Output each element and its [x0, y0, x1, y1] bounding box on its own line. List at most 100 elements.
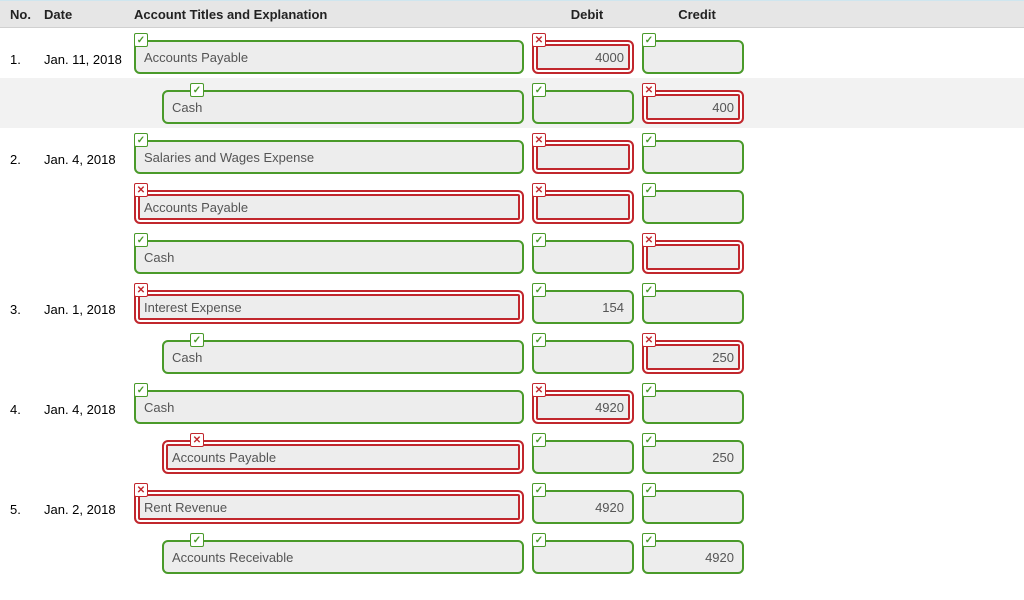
credit-input[interactable] [644, 392, 742, 422]
credit-input[interactable] [644, 542, 742, 572]
cross-icon: ✕ [642, 333, 656, 347]
row-number [0, 330, 44, 352]
debit-field: ✓ [532, 90, 634, 124]
credit-input[interactable] [644, 292, 742, 322]
debit-input[interactable] [534, 192, 632, 222]
header-date: Date [44, 7, 134, 22]
column-header-row: No. Date Account Titles and Explanation … [0, 0, 1024, 28]
debit-input[interactable] [534, 92, 632, 122]
account-title-input[interactable] [136, 392, 522, 422]
row-date [44, 80, 134, 102]
journal-row: 4.Jan. 4, 2018✓✕✓ [0, 378, 1024, 428]
check-icon: ✓ [532, 433, 546, 447]
row-date [44, 430, 134, 452]
row-date: Jan. 4, 2018 [44, 380, 134, 417]
debit-field: ✕ [532, 140, 634, 174]
account-title-input[interactable] [164, 442, 522, 472]
check-icon: ✓ [642, 33, 656, 47]
account-title-input[interactable] [136, 492, 522, 522]
debit-input[interactable] [534, 242, 632, 272]
account-title-input[interactable] [164, 542, 522, 572]
account-title-field: ✓ [134, 390, 524, 424]
credit-field: ✓ [642, 290, 744, 324]
account-title-input[interactable] [136, 242, 522, 272]
header-debit: Debit [532, 7, 642, 22]
account-title-input[interactable] [136, 142, 522, 172]
credit-field: ✓ [642, 390, 744, 424]
debit-field: ✕ [532, 390, 634, 424]
cross-icon: ✕ [134, 183, 148, 197]
debit-field: ✕ [532, 190, 634, 224]
row-number [0, 430, 44, 452]
account-title-field: ✕ [162, 440, 524, 474]
check-icon: ✓ [642, 533, 656, 547]
row-number: 2. [0, 130, 44, 167]
check-icon: ✓ [134, 383, 148, 397]
row-date: Jan. 11, 2018 [44, 30, 134, 67]
credit-input[interactable] [644, 242, 742, 272]
account-title-input[interactable] [164, 342, 522, 372]
debit-input[interactable] [534, 292, 632, 322]
account-title-field: ✓ [134, 140, 524, 174]
check-icon: ✓ [134, 33, 148, 47]
cross-icon: ✕ [134, 483, 148, 497]
check-icon: ✓ [642, 133, 656, 147]
credit-field: ✓ [642, 140, 744, 174]
journal-row: ✕ ✕ ✓ [0, 178, 1024, 228]
credit-input[interactable] [644, 92, 742, 122]
debit-input[interactable] [534, 142, 632, 172]
check-icon: ✓ [190, 533, 204, 547]
account-title-input[interactable] [136, 192, 522, 222]
row-number: 5. [0, 480, 44, 517]
row-number: 3. [0, 280, 44, 317]
debit-field: ✓ [532, 490, 634, 524]
credit-input[interactable] [644, 42, 742, 72]
debit-input[interactable] [534, 42, 632, 72]
journal-row: ✓✓✕ [0, 78, 1024, 128]
credit-field: ✕ [642, 90, 744, 124]
debit-field: ✓ [532, 240, 634, 274]
account-title-input[interactable] [136, 42, 522, 72]
cross-icon: ✕ [642, 233, 656, 247]
journal-rows: 1.Jan. 11, 2018✓✕✓✓✓✕2.Jan. 4, 2018✓✕✓✕✕… [0, 28, 1024, 578]
check-icon: ✓ [642, 383, 656, 397]
header-no: No. [0, 7, 44, 22]
credit-input[interactable] [644, 192, 742, 222]
check-icon: ✓ [532, 333, 546, 347]
credit-field: ✓ [642, 40, 744, 74]
check-icon: ✓ [134, 233, 148, 247]
row-date [44, 530, 134, 552]
credit-field: ✓ [642, 440, 744, 474]
journal-row: ✓✓✕ [0, 328, 1024, 378]
journal-row: 3.Jan. 1, 2018✕✓✓ [0, 278, 1024, 328]
check-icon: ✓ [532, 483, 546, 497]
account-title-field: ✓ [134, 240, 524, 274]
journal-row: 1.Jan. 11, 2018✓✕✓ [0, 28, 1024, 78]
check-icon: ✓ [642, 433, 656, 447]
debit-input[interactable] [534, 392, 632, 422]
debit-field: ✓ [532, 540, 634, 574]
check-icon: ✓ [134, 133, 148, 147]
row-date [44, 230, 134, 252]
account-title-input[interactable] [136, 292, 522, 322]
debit-input[interactable] [534, 542, 632, 572]
check-icon: ✓ [532, 233, 546, 247]
debit-input[interactable] [534, 342, 632, 372]
check-icon: ✓ [642, 183, 656, 197]
row-number [0, 530, 44, 552]
row-number: 1. [0, 30, 44, 67]
credit-input[interactable] [644, 142, 742, 172]
debit-field: ✓ [532, 290, 634, 324]
debit-input[interactable] [534, 442, 632, 472]
journal-row: 2.Jan. 4, 2018✓✕✓ [0, 128, 1024, 178]
debit-input[interactable] [534, 492, 632, 522]
check-icon: ✓ [532, 83, 546, 97]
row-date [44, 180, 134, 202]
check-icon: ✓ [642, 283, 656, 297]
header-credit: Credit [642, 7, 752, 22]
row-date [44, 330, 134, 352]
credit-input[interactable] [644, 492, 742, 522]
credit-input[interactable] [644, 342, 742, 372]
credit-input[interactable] [644, 442, 742, 472]
account-title-input[interactable] [164, 92, 522, 122]
